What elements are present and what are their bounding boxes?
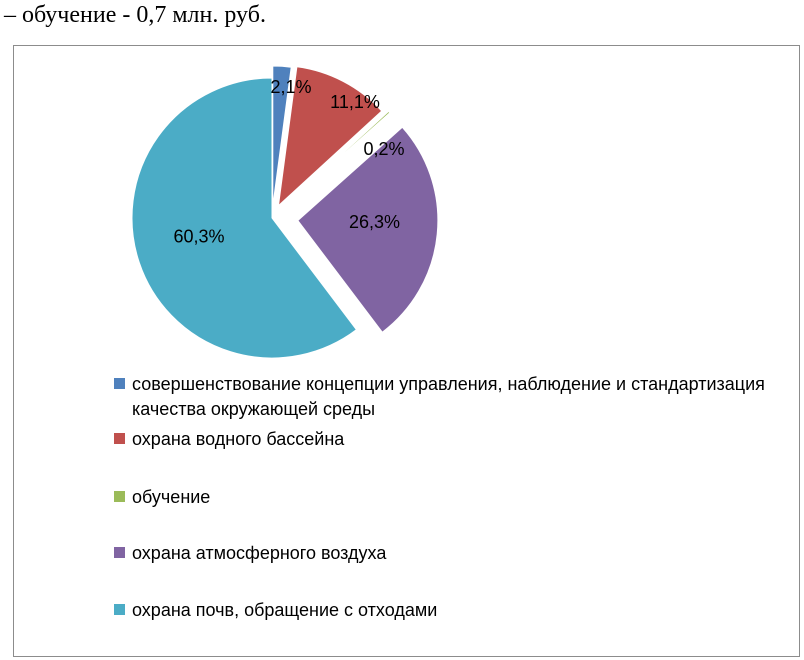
legend-item-soil-waste: охрана почв, обращение с отходами (114, 598, 772, 623)
data-label-air-protection: 26,3% (349, 212, 400, 232)
legend-label: обучение (132, 487, 211, 507)
legend-swatch (114, 491, 125, 502)
pie-slice-air-protection (297, 126, 439, 333)
pie-slice-environment-management (272, 65, 292, 207)
data-label-education: 0,2% (363, 139, 404, 159)
legend-swatch (114, 433, 125, 444)
legend-item-air-protection: охрана атмосферного воздуха (114, 541, 772, 566)
legend-swatch (114, 378, 125, 389)
data-label-water-protection: 11,1% (330, 92, 380, 112)
chart-area: 2,1% 11,1% 0,2% 26,3% 60,3% совершенствовани… (13, 45, 800, 657)
pie-slice-education (285, 110, 391, 207)
data-label-soil-waste: 60,3% (173, 226, 224, 246)
legend-item-environment-management: совершенствование концепции управления, … (114, 372, 772, 422)
document-text-line: – обучение - 0,7 млн. руб. (4, 2, 266, 28)
legend-label: совершенствование концепции управления, … (132, 374, 765, 419)
legend-item-education: обучение (114, 485, 772, 510)
pie-slice-water-protection (277, 66, 383, 207)
legend-swatch (114, 604, 125, 615)
pie-slice-soil-waste (131, 77, 358, 359)
legend-swatch (114, 547, 125, 558)
data-label-environment-management: 2,1% (270, 77, 311, 97)
pie-chart: 2,1% 11,1% 0,2% 26,3% 60,3% (131, 65, 439, 359)
legend-label: охрана почв, обращение с отходами (132, 600, 438, 620)
legend-label: охрана водного бассейна (132, 429, 345, 449)
legend-label: охрана атмосферного воздуха (132, 543, 387, 563)
legend-item-water-protection: охрана водного бассейна (114, 427, 772, 452)
